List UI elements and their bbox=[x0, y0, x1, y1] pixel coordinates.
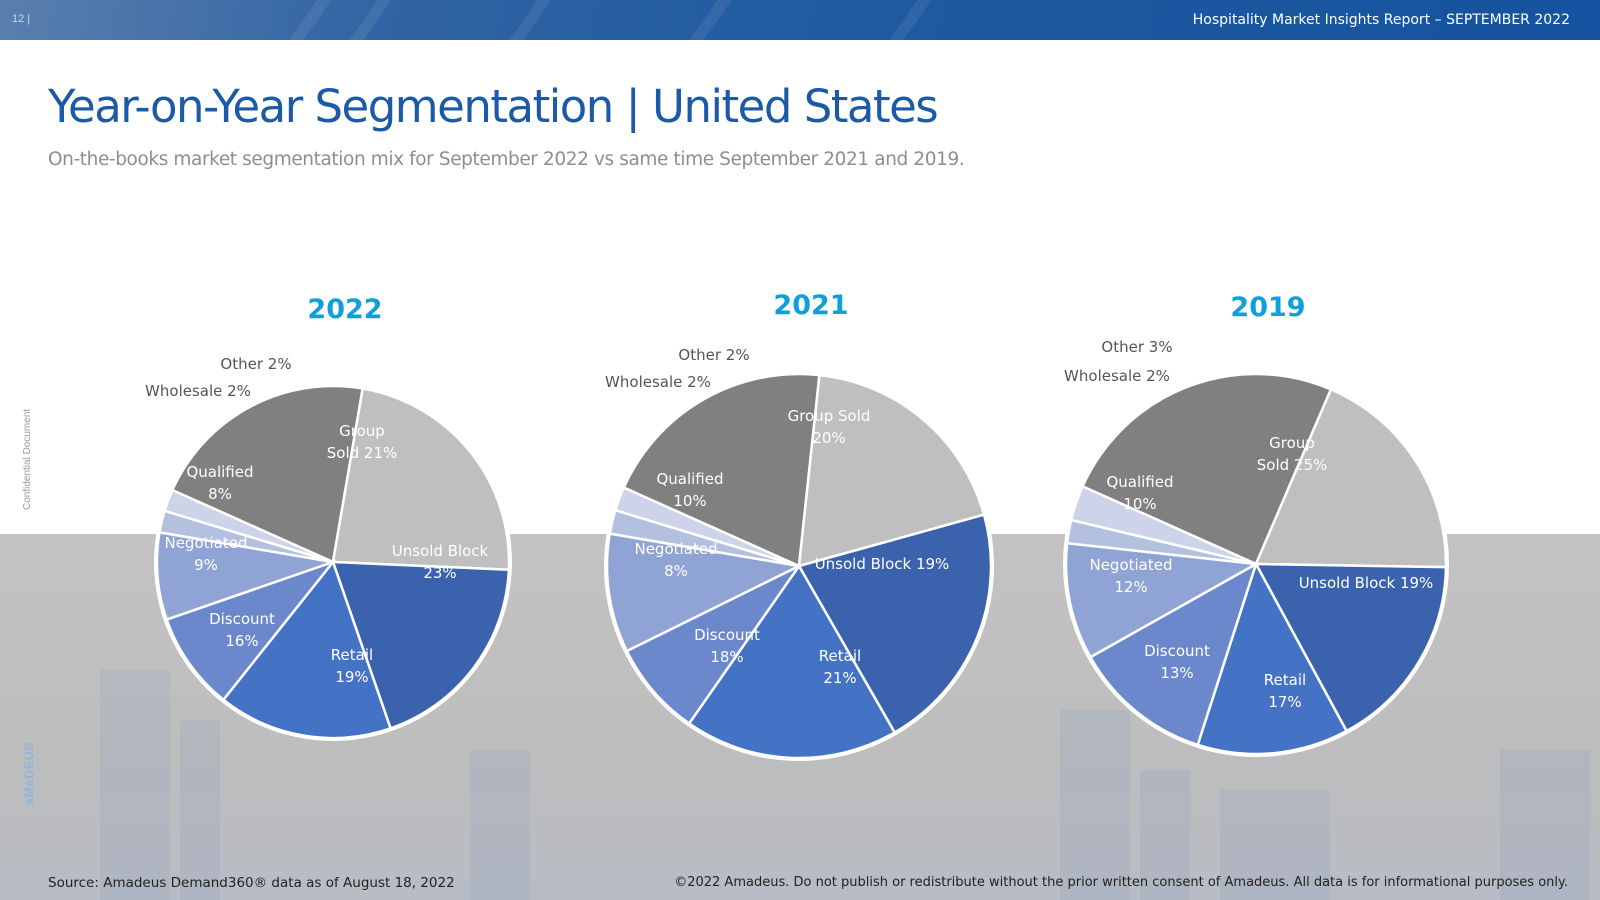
pie-label-retail: Retail 17% bbox=[1264, 671, 1306, 711]
pie-label-group-sold: Group Sold 25% bbox=[1257, 434, 1328, 474]
pie-slice-negotiated bbox=[1088, 561, 1259, 747]
footer-source: Source: Amadeus Demand360® data as of Au… bbox=[48, 875, 455, 891]
pie-label-qualified: Qualified 8% bbox=[186, 463, 253, 503]
pie-label-retail: Retail 19% bbox=[331, 646, 373, 686]
pie-label-discount: Discount 18% bbox=[694, 626, 760, 666]
pie-slice-retail bbox=[797, 513, 993, 735]
building-silhouette bbox=[1060, 710, 1130, 900]
pie-label-negotiated: Negotiated 8% bbox=[634, 540, 717, 580]
page-number: 12 | bbox=[12, 13, 31, 25]
pie-slice-group-sold bbox=[170, 384, 365, 564]
pie-title: 2019 bbox=[1230, 292, 1305, 323]
pie-label-other: Other 3% bbox=[1101, 338, 1172, 356]
pie-slice-group-sold bbox=[1080, 372, 1333, 566]
pie-label-retail: Retail 21% bbox=[819, 647, 861, 687]
pie-2019: 2019 Group Sold 25% Unsold Block 19% Retail 1… bbox=[1063, 292, 1449, 757]
pie-label-discount: Discount 13% bbox=[1144, 642, 1210, 682]
pie-label-unsold-block: Unsold Block 19% bbox=[1299, 574, 1434, 592]
pie-slice-group-sold bbox=[622, 372, 821, 568]
footer-copyright: ©2022 Amadeus. Do not publish or redistr… bbox=[674, 875, 1568, 890]
pie-label-unsold-block: Unsold Block 23% bbox=[392, 542, 489, 582]
pie-label-wholesale: Wholesale 2% bbox=[605, 373, 711, 391]
pie-title: 2021 bbox=[773, 290, 848, 321]
pie-label-negotiated: Negotiated 9% bbox=[164, 534, 247, 574]
pie-label-group-sold: Group Sold 20% bbox=[788, 407, 871, 447]
building-silhouette bbox=[180, 720, 220, 900]
building-silhouette bbox=[100, 670, 170, 900]
pie-label-unsold-block: Unsold Block 19% bbox=[815, 555, 950, 573]
pie-slice-unsold-block bbox=[331, 387, 511, 572]
pie-slice-other bbox=[1069, 484, 1257, 566]
page-subtitle: On-the-books market segmentation mix for… bbox=[48, 149, 965, 170]
pie-title: 2022 bbox=[307, 294, 382, 325]
pie-label-discount: Discount 16% bbox=[209, 610, 275, 650]
pie-slice-unsold-block bbox=[797, 373, 986, 568]
header-bar: 12 | Hospitality Market Insights Report … bbox=[0, 0, 1600, 40]
pie-2021: 2021 Group Sold 20% Unsold Block 19% Retail 2… bbox=[604, 290, 994, 761]
pie-slice-qualified bbox=[605, 532, 804, 653]
building-silhouette bbox=[1140, 770, 1190, 900]
page-title: Year-on-Year Segmentation | United State… bbox=[48, 80, 939, 133]
pie-slice-qualified bbox=[1064, 541, 1261, 659]
pie-slice-qualified bbox=[155, 530, 334, 622]
pie-slice-other bbox=[163, 488, 334, 564]
report-title: Hospitality Market Insights Report – SEP… bbox=[1192, 12, 1570, 28]
pie-2022: 2022 Group Sold 21% Unsold Block 23% Retail 19… bbox=[145, 294, 512, 741]
pie-label-qualified: Qualified 10% bbox=[1106, 473, 1173, 513]
pie-slice-discount bbox=[221, 559, 393, 740]
pie-label-group-sold: Group Sold 21% bbox=[327, 422, 398, 462]
pie-label-wholesale: Wholesale 2% bbox=[1064, 367, 1170, 385]
pie-slice-retail bbox=[1253, 562, 1448, 733]
pie-slice-unsold-block bbox=[1254, 387, 1448, 569]
pie-slice-discount bbox=[687, 563, 897, 760]
pie-slice-negotiated bbox=[165, 559, 337, 702]
building-silhouette bbox=[1220, 790, 1330, 900]
pie-label-other: Other 2% bbox=[678, 346, 749, 364]
pie-label-negotiated: Negotiated 12% bbox=[1089, 556, 1172, 596]
pie-slice-negotiated bbox=[625, 564, 801, 726]
pie-label-qualified: Qualified 10% bbox=[656, 470, 723, 510]
pie-slice-discount bbox=[1196, 560, 1349, 756]
pie-label-other: Other 2% bbox=[220, 355, 291, 373]
pie-label-wholesale: Wholesale 2% bbox=[145, 382, 251, 400]
building-silhouette bbox=[1500, 750, 1590, 900]
building-silhouette bbox=[470, 750, 530, 900]
pie-slice-other bbox=[613, 485, 800, 568]
